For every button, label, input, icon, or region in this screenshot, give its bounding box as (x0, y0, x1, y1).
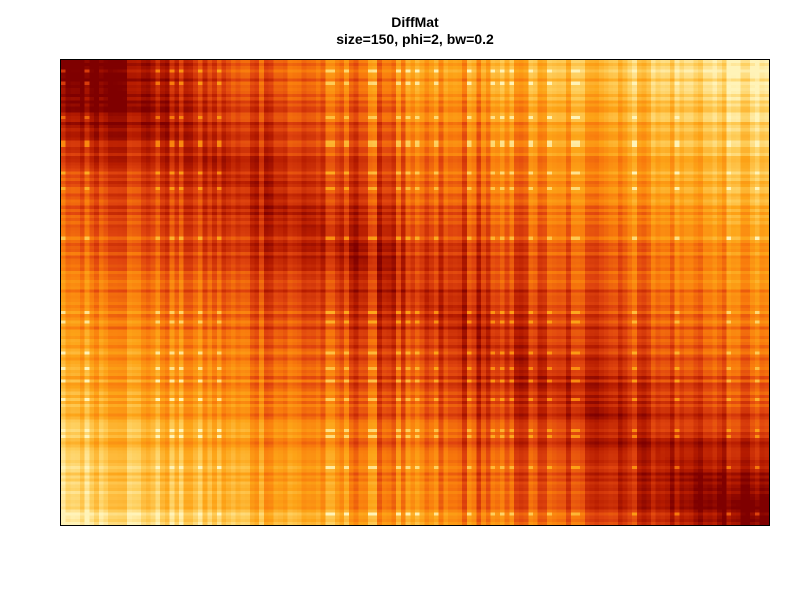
heatmap-cells (61, 60, 769, 525)
chart-title: DiffMat (391, 14, 439, 30)
plot-area (60, 59, 770, 526)
chart-subtitle: size=150, phi=2, bw=0.2 (336, 31, 494, 47)
